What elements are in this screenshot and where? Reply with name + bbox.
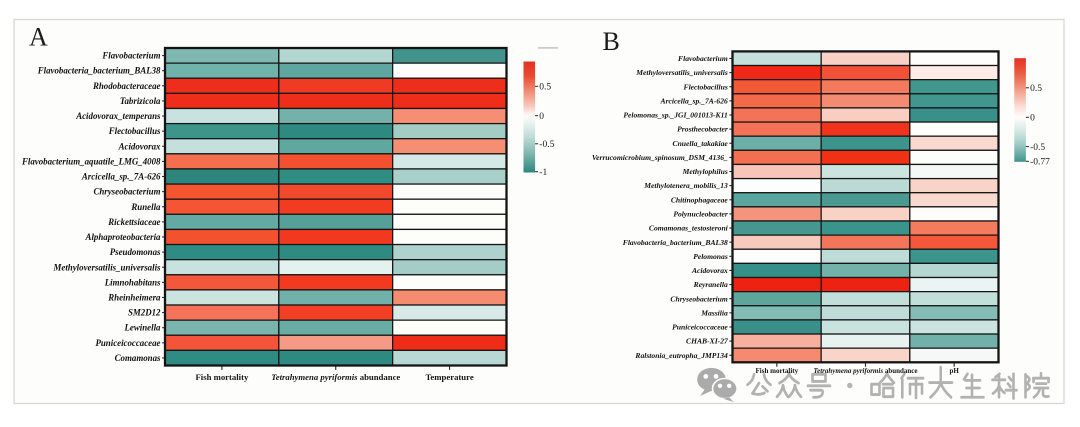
svg-text:Rhodobacteraceae: Rhodobacteraceae [92,81,161,91]
svg-text:SM2D12: SM2D12 [128,308,161,318]
svg-text:Puniceicoccaceae: Puniceicoccaceae [95,338,160,348]
svg-text:Flavobacteria_bacterium_BAL38: Flavobacteria_bacterium_BAL38 [37,66,161,76]
svg-text:Rickettsiaceae: Rickettsiaceae [107,217,160,227]
svg-text:Tetrahymena pyriformis abundan: Tetrahymena pyriformis abundance [814,367,918,375]
svg-text:0: 0 [1030,114,1035,124]
svg-text:Flavobacteria_bacterium_BAL38: Flavobacteria_bacterium_BAL38 [623,238,728,247]
svg-text:Temperature: Temperature [425,372,473,382]
svg-text:Chryseobacterium: Chryseobacterium [670,294,727,303]
svg-text:Fish mortality: Fish mortality [195,372,248,382]
svg-text:Chitinophagaceae: Chitinophagaceae [671,195,729,204]
svg-text:CHAB-XI-27: CHAB-XI-27 [686,337,729,346]
svg-text:Methylotenera_mobilis_13: Methylotenera_mobilis_13 [643,181,728,190]
svg-text:Pelomonas_sp._JGI_001013-K11: Pelomonas_sp._JGI_001013-K11 [623,111,728,120]
svg-text:Flectobacillus: Flectobacillus [108,126,161,136]
svg-text:0: 0 [539,112,544,122]
svg-text:-0.77: -0.77 [1030,158,1050,168]
svg-text:Cnuella_takakiae: Cnuella_takakiae [673,139,729,148]
svg-text:Methylophilus: Methylophilus [682,167,728,176]
svg-text:Alphaproteobacteria: Alphaproteobacteria [85,232,162,242]
svg-text:Comamonas_testosteroni: Comamonas_testosteroni [649,224,729,233]
svg-text:-0.5: -0.5 [539,140,554,150]
svg-text:Pseudomonas: Pseudomonas [110,247,161,257]
svg-text:Tetrahymena pyriformis abundan: Tetrahymena pyriformis abundance [271,372,400,382]
svg-text:Tabrizicola: Tabrizicola [120,96,161,106]
svg-text:Polynucleobacter: Polynucleobacter [673,210,728,219]
svg-text:-0.5: -0.5 [1030,143,1045,153]
svg-text:Pelomonas: Pelomonas [693,252,728,261]
svg-text:Limnohabitans: Limnohabitans [104,277,161,287]
svg-text:B: B [603,27,620,56]
svg-text:Arcicella_sp._7A-626: Arcicella_sp._7A-626 [81,172,161,182]
svg-text:0.5: 0.5 [1030,84,1042,94]
svg-text:Rheinheimera: Rheinheimera [107,292,161,302]
svg-text:Reyranella: Reyranella [693,280,728,289]
svg-text:Acidovorax: Acidovorax [691,266,728,275]
svg-text:Methyloversatilis_universalis: Methyloversatilis_universalis [635,68,728,77]
svg-text:Chryseobacterium: Chryseobacterium [93,187,160,197]
svg-text:Puniceicoccaceae: Puniceicoccaceae [672,323,728,332]
svg-text:pH: pH [949,367,959,375]
svg-text:Lewinella: Lewinella [124,323,162,333]
svg-text:Verrucomicrobium_spinosum_DSM_: Verrucomicrobium_spinosum_DSM_4136_ [592,153,728,162]
svg-text:A: A [29,23,48,52]
svg-text:Fish mortality: Fish mortality [756,367,799,375]
svg-text:Acidovorax: Acidovorax [118,141,161,151]
svg-text:Methyloversatilis_universalis: Methyloversatilis_universalis [53,262,162,272]
svg-text:0.5: 0.5 [539,83,551,93]
svg-text:Arcicella_sp._7A-626: Arcicella_sp._7A-626 [660,96,728,105]
svg-text:Runella: Runella [130,202,161,212]
svg-text:Prosthecobacter: Prosthecobacter [677,125,729,134]
svg-text:Flavobacterium: Flavobacterium [101,51,160,61]
svg-text:-1: -1 [539,168,547,178]
svg-text:Acidovorax_temperans: Acidovorax_temperans [75,111,161,121]
svg-text:Flectobacillus: Flectobacillus [684,82,728,91]
svg-text:Comamonas: Comamonas [115,353,161,363]
svg-text:Ralstonia_eutropha_JMP134: Ralstonia_eutropha_JMP134 [634,351,728,360]
svg-text:Flavobacterium: Flavobacterium [678,54,728,63]
svg-text:Massilia: Massilia [700,308,728,317]
svg-text:Flavobacterium_aquatile_LMG_40: Flavobacterium_aquatile_LMG_4008 [21,156,161,166]
